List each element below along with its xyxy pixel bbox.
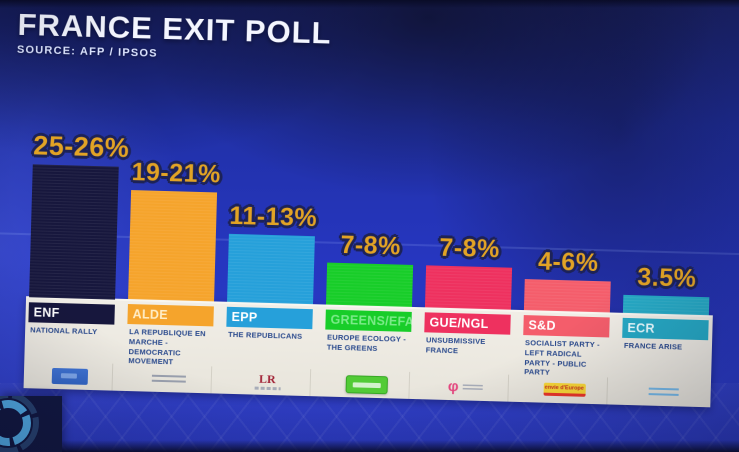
lrem-logo — [125, 363, 213, 394]
value-label: 4-6% — [537, 247, 599, 278]
fi-logo-text: φ — [447, 377, 459, 396]
legend-cell: GUE/NGL UNSUBMISSIVE FRANCE φ — [422, 307, 511, 402]
party-name: NATIONAL RALLY — [30, 325, 98, 337]
bar-ecr — [622, 294, 710, 316]
value-label: 11-13% — [229, 201, 318, 233]
legend-cell: S&D SOCIALIST PARTY - LEFT RADICAL PARTY… — [521, 310, 610, 405]
rn-logo — [26, 361, 114, 391]
bar-greens-efa — [325, 262, 414, 307]
eelv-logo — [323, 369, 411, 399]
lr-logo: LR — [224, 366, 312, 397]
bar-chart: 25-26% ENF NATIONAL RALLY 19-21% ALDE LA… — [26, 130, 714, 407]
party-name: LA REPUBLIQUE EN MARCHE - DEMOCRATIC MOV… — [128, 327, 206, 367]
value-label: 7-8% — [439, 233, 501, 264]
poll-column: 7-8% GREENS/EFA EUROPE ECOLOGY - THE GRE… — [323, 139, 416, 399]
poll-column: 19-21% ALDE LA REPUBLIQUE EN MARCHE - DE… — [125, 133, 222, 394]
poll-column: 25-26% ENF NATIONAL RALLY — [26, 130, 130, 391]
group-chip-alde: ALDE — [127, 304, 214, 327]
group-chip-epp: EPP — [226, 306, 313, 330]
bar-alde — [128, 190, 218, 302]
envie-deurope-logo-text: envie d'Europe — [543, 382, 586, 397]
dlf-logo — [620, 378, 707, 407]
legend-cell: ENF NATIONAL RALLY — [26, 297, 116, 391]
bar-enf — [29, 164, 119, 300]
value-label: 19-21% — [131, 158, 222, 189]
screen-bottom-edge — [0, 440, 739, 452]
legend-cell: ALDE LA REPUBLIQUE EN MARCHE - DEMOCRATI… — [125, 299, 215, 394]
group-chip-greens-efa: GREENS/EFA — [325, 309, 412, 332]
poll-column: 11-13% EPP THE REPUBLICANS LR — [224, 136, 318, 397]
party-name: UNSUBMISSIVE FRANCE — [425, 335, 486, 356]
fi-logo: φ — [422, 372, 510, 402]
value-label: 3.5% — [636, 263, 697, 293]
bar-s-d — [523, 279, 611, 313]
group-chip-gue-ngl: GUE/NGL — [424, 312, 511, 335]
poll-column: 7-8% GUE/NGL UNSUBMISSIVE FRANCE φ — [422, 141, 515, 402]
screen-top-edge — [0, 0, 739, 8]
group-chip-s-d: S&D — [523, 315, 610, 338]
party-name: SOCIALIST PARTY - LEFT RADICAL PARTY - P… — [524, 338, 600, 378]
group-chip-ecr: ECR — [622, 317, 709, 341]
value-label: 25-26% — [32, 130, 130, 163]
group-chip-enf: ENF — [28, 302, 115, 325]
channel-ring-logo — [0, 392, 62, 452]
value-label: 7-8% — [340, 230, 402, 261]
envie-deurope-logo: envie d'Europe — [521, 375, 609, 405]
party-name: THE REPUBLICANS — [227, 329, 303, 341]
lr-logo-text: LR — [258, 371, 276, 387]
dlf-shape — [648, 387, 679, 398]
ring-arc-icon — [0, 392, 39, 452]
lines-gray-shape — [151, 374, 186, 383]
fi-lines-shape — [462, 383, 483, 391]
legend-cell: EPP THE REPUBLICANS LR — [224, 302, 313, 397]
line-tiny-shape — [254, 386, 281, 391]
party-name: FRANCE ARISE — [623, 340, 683, 352]
poll-column: 4-6% S&D SOCIALIST PARTY - LEFT RADICAL … — [521, 144, 614, 405]
rn-shape — [51, 367, 88, 385]
poll-column: 3.5% ECR FRANCE ARISE — [620, 147, 713, 407]
bar-gue-ngl — [424, 265, 513, 310]
legend-cell: ECR FRANCE ARISE — [620, 313, 709, 407]
legend-cell: GREENS/EFA EUROPE ECOLOGY - THE GREENS — [323, 305, 412, 399]
bar-epp — [227, 233, 315, 305]
eelv-shape — [345, 374, 388, 394]
party-name: EUROPE ECOLOGY - THE GREENS — [326, 332, 407, 353]
chart-header: FRANCE EXIT POLL SOURCE: AFP / IPSOS — [17, 7, 332, 65]
